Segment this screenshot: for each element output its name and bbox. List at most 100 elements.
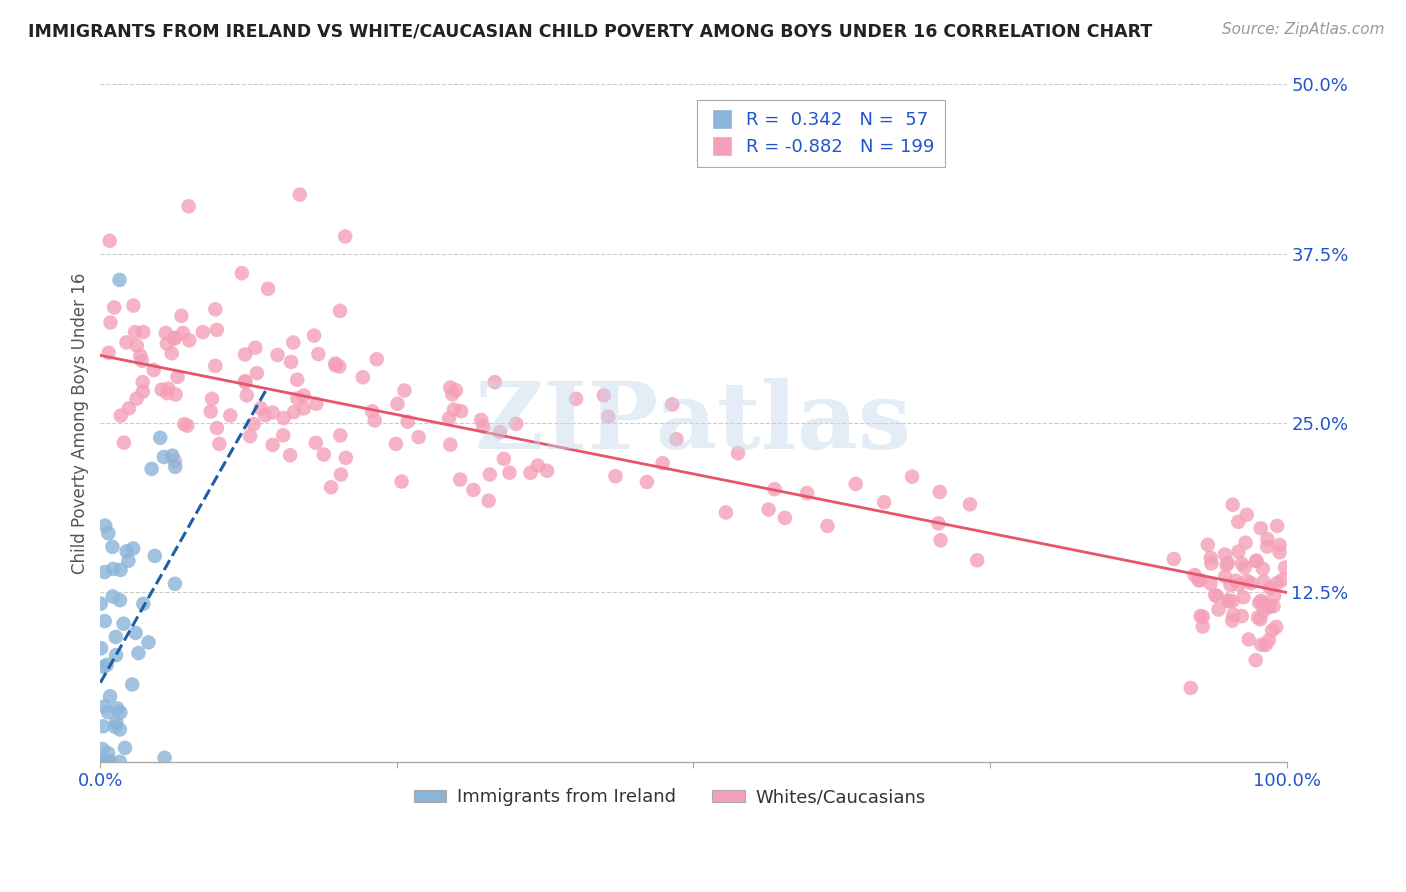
Point	[1227, 544, 1250, 558]
Point	[498, 466, 520, 480]
Point	[1249, 596, 1271, 610]
Point	[125, 339, 148, 353]
Point	[90, 755, 112, 769]
Point	[163, 454, 186, 468]
Point	[325, 359, 347, 373]
Text: Source: ZipAtlas.com: Source: ZipAtlas.com	[1222, 22, 1385, 37]
Point	[329, 304, 352, 318]
Point	[128, 646, 150, 660]
Point	[1227, 515, 1250, 529]
Point	[122, 541, 145, 556]
Point	[124, 626, 146, 640]
Point	[200, 404, 222, 418]
Point	[233, 347, 256, 361]
Point	[665, 433, 688, 447]
Point	[90, 597, 112, 611]
Point	[305, 397, 328, 411]
Point	[463, 483, 485, 497]
Point	[204, 359, 226, 373]
Point	[143, 549, 166, 563]
Point	[1189, 573, 1212, 587]
Point	[307, 347, 329, 361]
Point	[97, 345, 120, 359]
Point	[208, 437, 231, 451]
Point	[110, 409, 132, 423]
Point	[273, 411, 295, 425]
Point	[478, 493, 501, 508]
Point	[1236, 508, 1258, 522]
Point	[1263, 599, 1285, 614]
Point	[132, 325, 155, 339]
Point	[536, 464, 558, 478]
Point	[1205, 589, 1227, 603]
Point	[285, 373, 308, 387]
Point	[124, 325, 146, 339]
Point	[94, 755, 117, 769]
Point	[292, 388, 315, 402]
Point	[245, 341, 267, 355]
Point	[364, 413, 387, 427]
Point	[105, 648, 128, 662]
Point	[763, 482, 786, 496]
Point	[254, 409, 277, 423]
Point	[153, 450, 176, 464]
Point	[98, 234, 121, 248]
Point	[1216, 556, 1239, 570]
Point	[592, 388, 614, 402]
Point	[108, 755, 131, 769]
Point	[1222, 594, 1244, 608]
Point	[153, 751, 176, 765]
Point	[91, 755, 114, 769]
Point	[242, 417, 264, 431]
Point	[1253, 604, 1275, 618]
Point	[1261, 624, 1284, 638]
Point	[1237, 632, 1260, 647]
Point	[1263, 589, 1285, 603]
Y-axis label: Child Poverty Among Boys Under 16: Child Poverty Among Boys Under 16	[72, 272, 89, 574]
Point	[302, 328, 325, 343]
Point	[959, 497, 981, 511]
Point	[444, 383, 467, 397]
Point	[1201, 557, 1223, 571]
Point	[94, 518, 117, 533]
Point	[478, 467, 501, 482]
Point	[437, 411, 460, 425]
Point	[231, 266, 253, 280]
Point	[97, 526, 120, 541]
Point	[1192, 609, 1215, 624]
Point	[1218, 594, 1240, 608]
Text: ZIPatlas: ZIPatlas	[475, 378, 912, 468]
Point	[929, 533, 952, 548]
Point	[97, 746, 120, 760]
Point	[163, 332, 186, 346]
Point	[484, 375, 506, 389]
Point	[93, 565, 115, 579]
Point	[93, 755, 115, 769]
Point	[173, 417, 195, 432]
Point	[98, 690, 121, 704]
Point	[1268, 545, 1291, 559]
Point	[100, 755, 122, 769]
Point	[335, 450, 357, 465]
Point	[142, 363, 165, 377]
Point	[170, 309, 193, 323]
Point	[93, 660, 115, 674]
Point	[1236, 574, 1258, 588]
Point	[1204, 588, 1226, 602]
Point	[283, 335, 305, 350]
Point	[329, 467, 352, 482]
Point	[112, 616, 135, 631]
Point	[1191, 619, 1213, 633]
Point	[278, 448, 301, 462]
Point	[1250, 521, 1272, 535]
Point	[1225, 574, 1247, 588]
Point	[361, 404, 384, 418]
Point	[1253, 597, 1275, 611]
Point	[1247, 610, 1270, 624]
Point	[91, 742, 114, 756]
Point	[219, 409, 242, 423]
Point	[727, 446, 749, 460]
Point	[333, 229, 356, 244]
Point	[117, 554, 139, 568]
Point	[605, 469, 627, 483]
